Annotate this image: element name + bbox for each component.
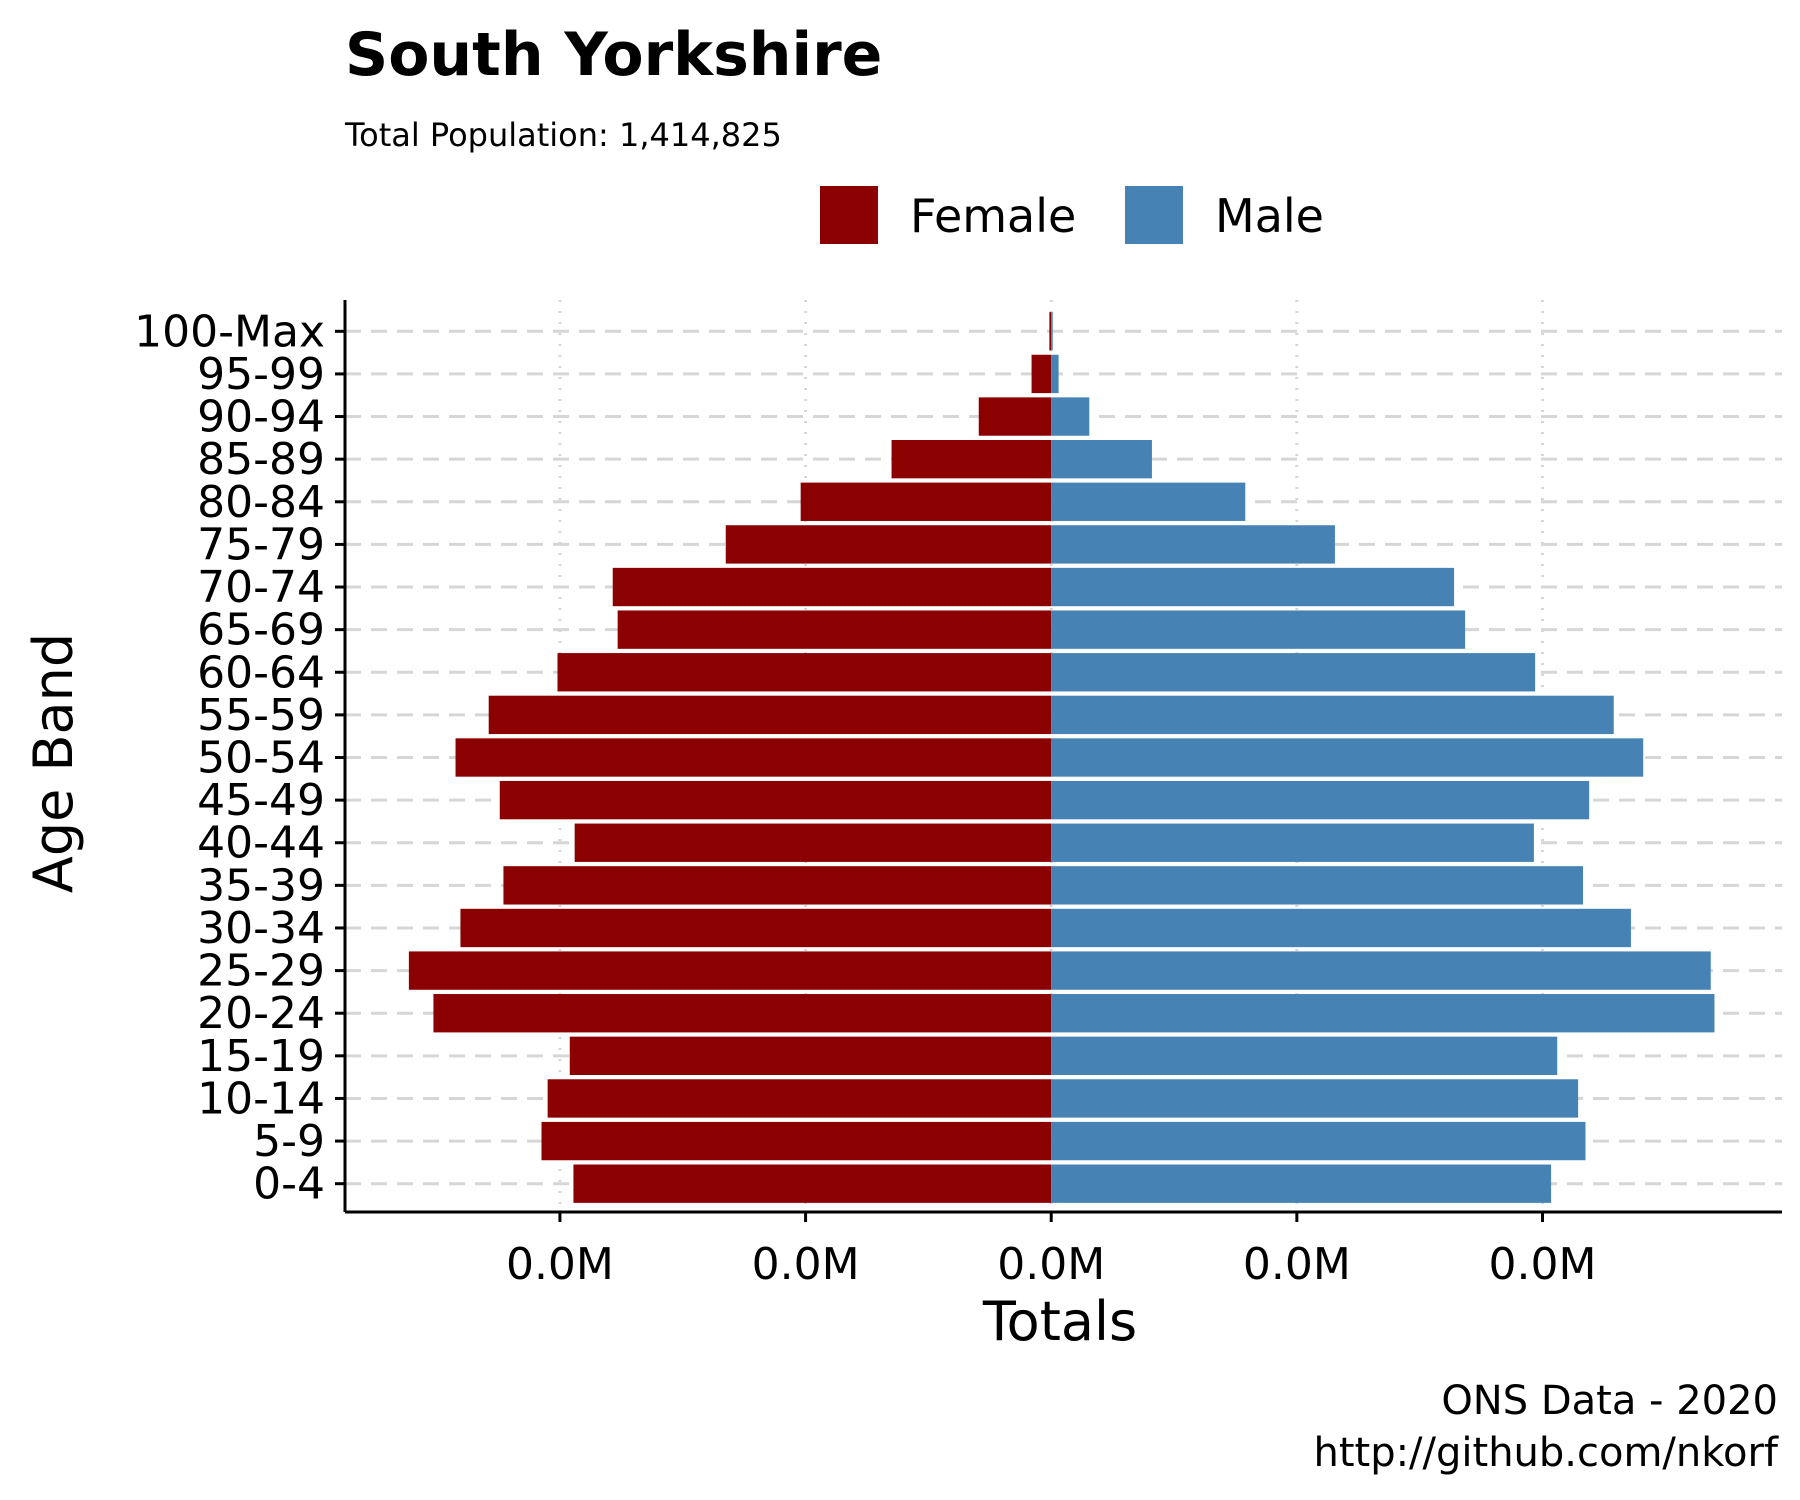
bar-male-90-94 bbox=[1051, 397, 1090, 436]
chart-subtitle: Total Population: 1,414,825 bbox=[344, 116, 782, 154]
bar-male-35-39 bbox=[1051, 866, 1584, 905]
bar-male-25-29 bbox=[1051, 951, 1711, 990]
y-tick-label: 65-69 bbox=[197, 605, 325, 656]
bar-female-50-54 bbox=[455, 738, 1052, 777]
bar-female-10-14 bbox=[547, 1079, 1052, 1118]
bar-female-15-19 bbox=[569, 1036, 1052, 1076]
bar-male-75-79 bbox=[1051, 525, 1335, 564]
y-tick-label: 50-54 bbox=[197, 733, 325, 784]
bar-male-80-84 bbox=[1051, 482, 1246, 521]
y-tick-label: 95-99 bbox=[197, 349, 325, 400]
bar-male-70-74 bbox=[1051, 567, 1455, 607]
bar-female-0-4 bbox=[573, 1164, 1052, 1203]
bar-female-25-29 bbox=[408, 951, 1052, 990]
x-tick-label: 0.0M bbox=[506, 1239, 614, 1290]
y-tick-label: 85-89 bbox=[197, 434, 325, 485]
bars bbox=[408, 312, 1715, 1203]
y-tick-label: 45-49 bbox=[197, 775, 325, 826]
bar-male-50-54 bbox=[1051, 738, 1644, 777]
bar-male-60-64 bbox=[1051, 653, 1536, 692]
x-tick-label: 0.0M bbox=[1489, 1239, 1597, 1290]
axes bbox=[335, 300, 1782, 1222]
bar-male-0-4 bbox=[1051, 1164, 1552, 1203]
bar-female-80-84 bbox=[800, 482, 1052, 521]
y-tick-label: 40-44 bbox=[197, 818, 325, 869]
y-tick-label: 70-74 bbox=[197, 562, 325, 613]
bar-female-5-9 bbox=[541, 1121, 1052, 1161]
x-tick-labels: 0.0M 0.0M 0.0M 0.0M 0.0M bbox=[506, 1239, 1597, 1290]
legend-label-male: Male bbox=[1215, 189, 1324, 243]
bar-male-100-Max bbox=[1051, 312, 1053, 351]
bar-female-100-Max bbox=[1049, 312, 1052, 351]
y-tick-labels: 0-45-910-1415-1920-2425-2930-3435-3940-4… bbox=[134, 306, 325, 1209]
bar-female-45-49 bbox=[499, 780, 1052, 820]
x-axis-title: Totals bbox=[982, 1290, 1137, 1353]
bar-male-15-19 bbox=[1051, 1036, 1558, 1076]
bar-male-5-9 bbox=[1051, 1121, 1586, 1161]
bar-female-70-74 bbox=[612, 567, 1052, 607]
y-tick-label: 80-84 bbox=[197, 477, 325, 528]
y-tick-label: 55-59 bbox=[197, 690, 325, 741]
bar-male-95-99 bbox=[1051, 354, 1059, 394]
x-tick-label: 0.0M bbox=[752, 1239, 860, 1290]
y-tick-label: 35-39 bbox=[197, 860, 325, 911]
y-tick-label: 60-64 bbox=[197, 647, 325, 698]
bar-female-60-64 bbox=[557, 653, 1052, 692]
legend-swatch-female bbox=[820, 186, 878, 244]
bar-male-40-44 bbox=[1051, 823, 1534, 862]
legend-label-female: Female bbox=[910, 189, 1076, 243]
y-tick-label: 10-14 bbox=[197, 1073, 325, 1124]
bar-female-40-44 bbox=[574, 823, 1052, 862]
y-tick-label: 75-79 bbox=[197, 519, 325, 570]
caption-url: http://github.com/nkorf bbox=[1313, 1430, 1778, 1476]
y-axis-title: Age Band bbox=[22, 633, 85, 893]
bar-female-65-69 bbox=[617, 610, 1052, 649]
bar-female-95-99 bbox=[1031, 354, 1052, 394]
y-tick-label: 25-29 bbox=[197, 946, 325, 997]
y-tick-label: 30-34 bbox=[197, 903, 325, 954]
legend-swatch-male bbox=[1125, 186, 1183, 244]
bar-male-85-89 bbox=[1051, 439, 1152, 479]
bar-female-20-24 bbox=[433, 994, 1052, 1033]
bar-male-45-49 bbox=[1051, 780, 1590, 820]
y-tick-label: 100-Max bbox=[134, 306, 325, 357]
bar-male-55-59 bbox=[1051, 695, 1614, 735]
bar-female-90-94 bbox=[978, 397, 1052, 436]
y-tick-label: 20-24 bbox=[197, 988, 325, 1039]
y-tick-label: 90-94 bbox=[197, 392, 325, 443]
y-tick-label: 0-4 bbox=[253, 1159, 325, 1210]
y-tick-label: 5-9 bbox=[253, 1116, 325, 1167]
bar-female-75-79 bbox=[725, 525, 1052, 564]
bar-male-10-14 bbox=[1051, 1079, 1579, 1118]
bar-female-55-59 bbox=[488, 695, 1052, 735]
bar-female-35-39 bbox=[503, 866, 1052, 905]
bar-male-30-34 bbox=[1051, 908, 1631, 948]
bar-male-20-24 bbox=[1051, 994, 1715, 1033]
bar-female-85-89 bbox=[891, 439, 1052, 479]
y-tick-label: 15-19 bbox=[197, 1031, 325, 1082]
caption-source: ONS Data - 2020 bbox=[1441, 1378, 1778, 1424]
legend: Female Male bbox=[820, 186, 1324, 244]
chart-title: South Yorkshire bbox=[345, 20, 882, 90]
bar-male-65-69 bbox=[1051, 610, 1466, 649]
x-tick-label: 0.0M bbox=[997, 1239, 1105, 1290]
bar-female-30-34 bbox=[460, 908, 1052, 948]
x-tick-label: 0.0M bbox=[1243, 1239, 1351, 1290]
